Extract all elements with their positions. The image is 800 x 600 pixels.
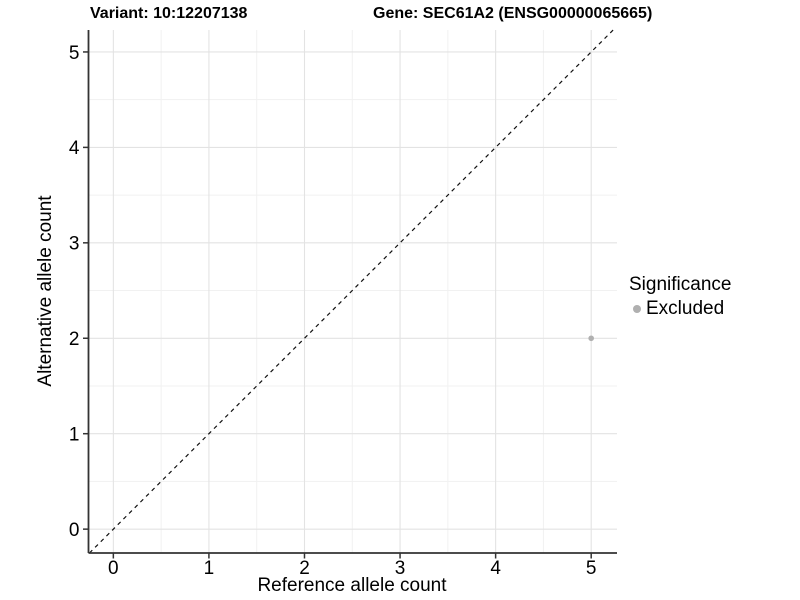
y-tick-label: 2 — [69, 329, 80, 350]
plot-title-gene: Gene: SEC61A2 (ENSG00000065665) — [373, 5, 653, 22]
x-tick-label: 3 — [395, 558, 406, 579]
legend-title: Significance — [629, 274, 732, 295]
x-tick-label: 2 — [299, 558, 310, 579]
x-axis-title: Reference allele count — [257, 575, 447, 596]
x-tick-label: 1 — [204, 558, 215, 579]
y-tick-label: 1 — [69, 425, 80, 446]
data-point — [588, 335, 594, 342]
y-tick-label: 3 — [69, 234, 80, 255]
legend: Significance Excluded — [629, 275, 731, 320]
y-axis-title: Alternative allele count — [35, 195, 56, 387]
plot-title-variant: Variant: 10:12207138 — [90, 5, 248, 22]
y-tick-label: 5 — [69, 43, 80, 64]
y-tick-label: 4 — [69, 138, 80, 159]
y-tick-label: 0 — [69, 520, 80, 541]
legend-entry-excluded: Excluded — [629, 298, 731, 320]
excluded-point-icon — [633, 305, 641, 313]
x-tick-label: 0 — [108, 558, 119, 579]
identity-line — [89, 29, 614, 554]
x-tick-label: 5 — [586, 558, 597, 579]
legend-entry-label: Excluded — [646, 298, 725, 319]
x-tick-label: 4 — [490, 558, 501, 579]
